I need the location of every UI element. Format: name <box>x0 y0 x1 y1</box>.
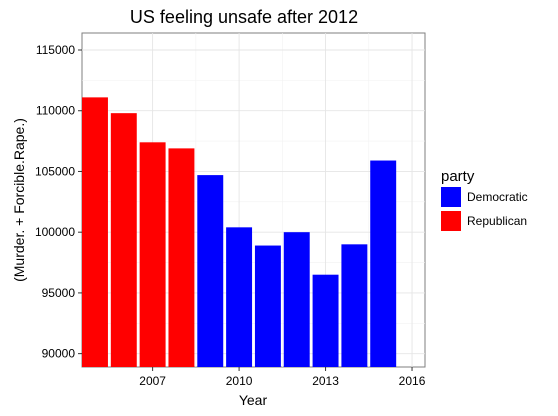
y-tick-label: 105000 <box>35 164 75 178</box>
legend-swatch-democratic <box>441 187 461 207</box>
x-tick-label: 2010 <box>226 374 253 388</box>
axis-ticks: 90000 95000 100000 105000 110000 115000 2007 20… <box>35 43 426 388</box>
bar-democratic-2012 <box>283 232 310 367</box>
bar-democratic-2014 <box>341 244 368 367</box>
legend-title: party <box>441 168 475 185</box>
bar-republican-2008 <box>168 148 195 367</box>
bar-democratic-2015 <box>370 160 397 367</box>
y-tick-label: 115000 <box>36 43 75 57</box>
y-tick-label: 110000 <box>36 104 75 118</box>
bar-democratic-2013 <box>312 274 339 367</box>
legend-swatch-republican <box>441 211 461 231</box>
bars <box>82 97 397 367</box>
bar-republican-2006 <box>110 113 137 367</box>
plot-panel <box>81 32 426 368</box>
x-tick-label: 2016 <box>399 374 426 388</box>
legend-label-democratic: Democratic <box>467 190 528 204</box>
bar-democratic-2011 <box>254 245 281 367</box>
x-tick-label: 2007 <box>139 374 166 388</box>
chart-title: US feeling unsafe after 2012 <box>130 7 358 27</box>
y-tick-label: 100000 <box>35 225 75 239</box>
bar-republican-2007 <box>139 142 166 367</box>
bar-republican-2005 <box>82 97 108 367</box>
y-tick-label: 90000 <box>42 347 76 361</box>
legend-label-republican: Republican <box>467 214 527 228</box>
x-tick-label: 2013 <box>312 374 339 388</box>
legend: party Democratic Republican <box>441 168 528 231</box>
bar-democratic-2010 <box>226 227 253 367</box>
bar-democratic-2009 <box>197 175 224 367</box>
x-axis-title: Year <box>239 392 268 408</box>
y-tick-label: 95000 <box>42 286 76 300</box>
y-axis-title: (Murder. + Forcible.Rape.) <box>11 118 27 282</box>
grid-lines <box>82 33 425 367</box>
